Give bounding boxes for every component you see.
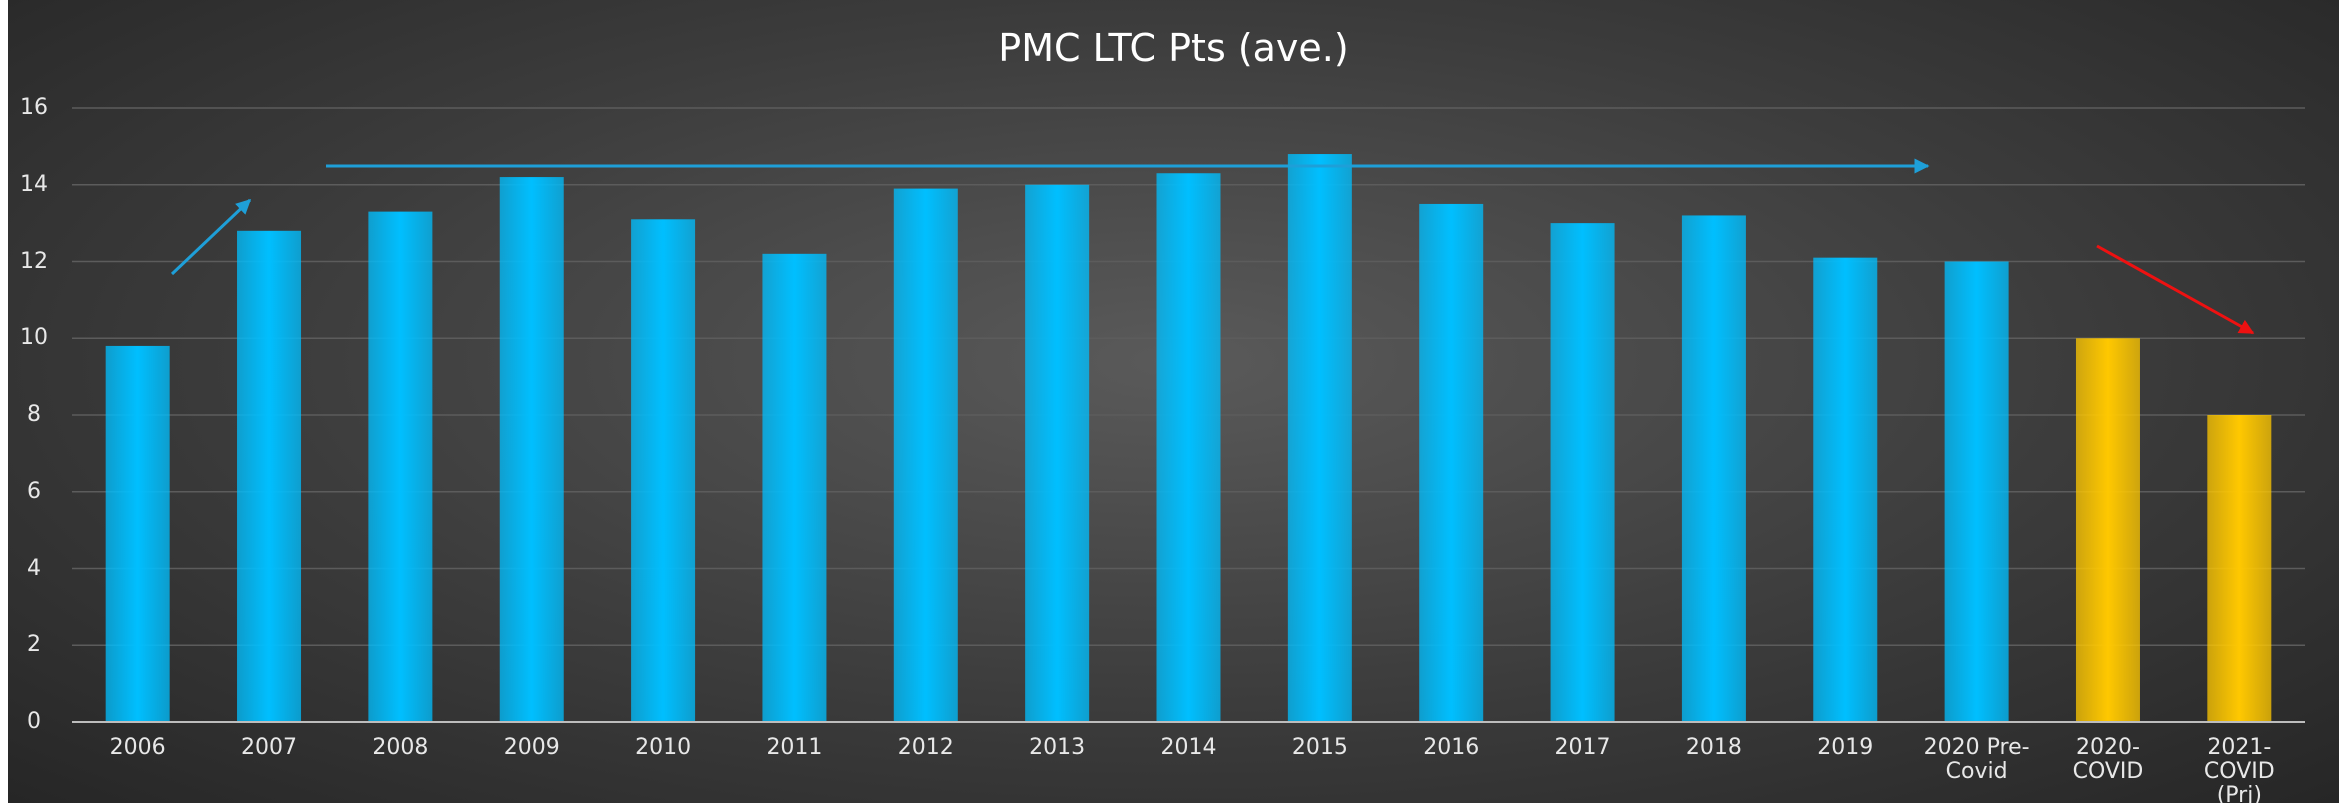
bar	[762, 253, 827, 722]
bar	[1813, 257, 1878, 722]
x-tick-label: 2011	[766, 735, 823, 760]
arrow	[170, 198, 252, 276]
y-tick-label: 14	[20, 171, 48, 197]
bar	[1944, 261, 2009, 722]
y-tick-label: 16	[20, 95, 48, 120]
y-tick-label: 6	[27, 478, 41, 504]
bar	[499, 177, 564, 722]
x-tick-label: 2015	[1291, 735, 1348, 760]
x-tick-label: 2020 Pre-Covid	[1923, 735, 2030, 784]
bar	[1287, 154, 1352, 723]
x-tick-label: 2008	[372, 735, 429, 760]
x-tick-label: 2017	[1554, 735, 1611, 760]
x-tick-label: 2014	[1160, 735, 1217, 760]
y-tick-label: 4	[27, 555, 41, 581]
x-tick-label: 2016	[1423, 735, 1480, 760]
chart: PMC LTC Pts (ave.) 0 2 4 6 8 10 12 14 16 2006 2007…	[8, 0, 2339, 803]
y-tick-label: 10	[20, 325, 48, 351]
y-tick-label: 2	[27, 632, 41, 658]
x-tick-label: 2012	[897, 735, 954, 760]
bar	[631, 219, 696, 722]
x-tick-label: 2019	[1817, 735, 1874, 760]
x-tick-label: 2021-COVID (Prj)	[2203, 735, 2275, 803]
chart-title: PMC LTC Pts (ave.)	[998, 26, 1349, 70]
x-tick-label: 2020-COVID	[2072, 735, 2144, 784]
y-tick-label: 8	[27, 402, 41, 427]
x-tick-label: 2009	[503, 735, 560, 760]
plot	[72, 107, 2305, 723]
bar	[237, 230, 302, 723]
bar	[893, 188, 958, 722]
bar	[1025, 184, 1090, 722]
y-tick-label: 12	[20, 248, 48, 274]
bar	[1681, 215, 1746, 722]
arrow	[2096, 244, 2255, 335]
bar	[2075, 338, 2140, 722]
bar	[105, 345, 170, 722]
x-tick-label: 2018	[1685, 735, 1742, 760]
bar	[2207, 415, 2272, 722]
x-tick-label: 2006	[109, 735, 166, 760]
bar	[1550, 223, 1615, 722]
bar	[1419, 203, 1484, 722]
x-tick-label: 2013	[1029, 735, 1086, 760]
y-tick-label: 0	[27, 709, 41, 734]
bar	[1156, 173, 1221, 723]
x-tick-label: 2010	[635, 735, 692, 760]
x-tick-label: 2007	[241, 735, 298, 760]
bar	[368, 211, 433, 723]
